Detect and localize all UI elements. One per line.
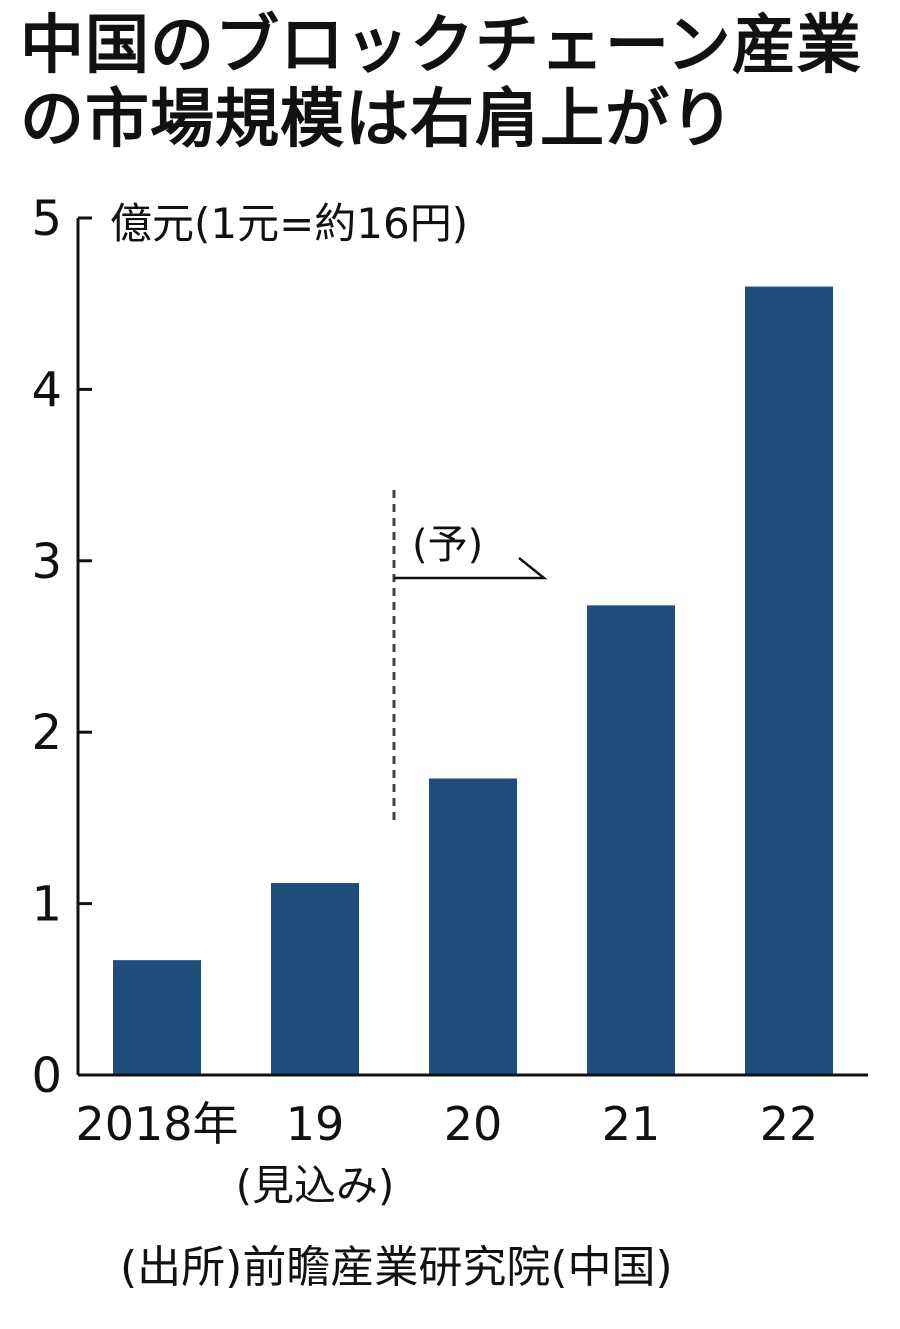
bar [745, 286, 833, 1075]
bar [113, 960, 201, 1075]
source-note: (出所)前瞻産業研究院(中国) [120, 1242, 673, 1293]
bar [429, 778, 517, 1075]
x-tick-label: 21 [602, 1097, 661, 1151]
x-tick-sublabel: (見込み) [236, 1161, 395, 1210]
chart-title-line-2: の市場規模は右肩上がり [20, 83, 735, 157]
y-ticks-layer: 0 1 2 3 4 5 [31, 191, 92, 1104]
y-tick-label: 2 [31, 705, 62, 761]
bars-layer [113, 286, 833, 1075]
y-tick-label: 3 [31, 534, 62, 590]
forecast-marker: (予) [392, 490, 548, 820]
x-tick-label: 22 [760, 1097, 819, 1151]
x-tick-label: 20 [444, 1097, 503, 1151]
x-tick-label: 19 [286, 1097, 345, 1151]
y-tick-label: 4 [31, 362, 62, 418]
y-axis-unit-label: 億元(1元=約16円) [110, 199, 468, 248]
chart-title-line-1: 中国のブロックチェーン産業 [20, 9, 862, 83]
forecast-label: (予) [412, 522, 483, 568]
forecast-arrow [394, 557, 548, 580]
y-tick-label: 1 [31, 877, 62, 933]
bar [271, 883, 359, 1075]
x-tick-label: 2018年 [75, 1097, 238, 1151]
y-tick-label: 5 [31, 191, 62, 247]
y-tick-label: 0 [31, 1048, 62, 1104]
x-labels-layer: 2018年 19 (見込み) 20 21 22 [75, 1097, 818, 1210]
bar [587, 605, 675, 1075]
axes-layer [76, 218, 868, 1077]
